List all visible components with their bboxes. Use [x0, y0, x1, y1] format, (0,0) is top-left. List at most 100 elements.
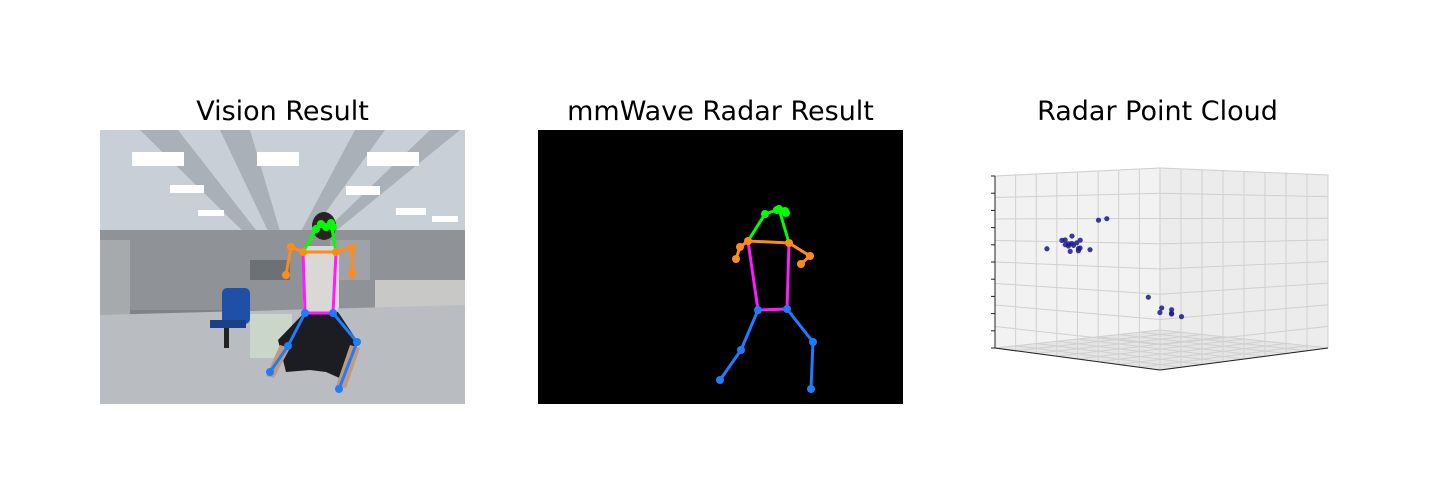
grid-lines — [994, 167, 1329, 371]
limb-shoulder_l-shoulder_r — [746, 239, 791, 245]
ceiling-light — [432, 216, 458, 222]
point-cloud-point — [1087, 247, 1093, 253]
joint-wrist_l — [732, 255, 740, 263]
ceiling-light — [132, 152, 184, 166]
person-shirt — [303, 246, 339, 312]
grid-line — [994, 304, 1161, 320]
axes — [991, 175, 1329, 371]
grid-line — [994, 283, 1161, 295]
joint-wrist_l — [282, 271, 290, 279]
point-cloud-point — [1104, 216, 1110, 222]
limb-hip_l-hip_r — [756, 307, 789, 312]
ceiling-beam — [220, 130, 285, 248]
ceiling-light — [346, 186, 380, 195]
point-cloud-point — [1145, 294, 1151, 300]
vision-result-title: Vision Result — [196, 96, 369, 127]
limb-shoulder_l-hip_l — [746, 239, 760, 312]
joint-ankle_r — [807, 385, 815, 393]
cabinet — [250, 260, 290, 280]
point-cloud-point — [1074, 240, 1080, 246]
limb-knee_l-ankle_l — [268, 344, 290, 374]
point-cloud-point — [1159, 305, 1165, 311]
limb-hip_l-knee_l — [286, 311, 307, 348]
limb-hip_r-knee_r — [331, 311, 359, 344]
point-cloud-point — [1095, 217, 1102, 223]
joint-wrist_r — [797, 260, 805, 268]
ceiling-light — [257, 152, 299, 166]
ceiling-light — [198, 210, 224, 216]
point-cloud-point — [1062, 242, 1068, 248]
limb-elbow_l-wrist_l — [284, 245, 293, 277]
limb-hip_l-knee_l — [739, 308, 760, 352]
grid-line — [1098, 336, 1266, 357]
joint-hip_l — [301, 309, 309, 317]
joint-hip_r — [783, 305, 791, 313]
grid-line — [1159, 325, 1329, 346]
radar-result-title: mmWave Radar Result — [567, 96, 874, 127]
ceiling-light — [396, 208, 426, 215]
x-axis — [994, 347, 1161, 371]
office-chair-seat — [210, 320, 246, 328]
radar-skeleton — [716, 205, 817, 393]
point-cloud-point — [1067, 248, 1073, 254]
desk — [375, 280, 465, 310]
joint-elbow_r — [348, 244, 356, 252]
limb-ear_l-shoulder_l — [301, 227, 318, 254]
grid-line — [1159, 282, 1329, 295]
joint-shoulder_r — [332, 248, 340, 256]
grid-line — [1139, 345, 1308, 368]
joint-elbow_r — [806, 252, 814, 260]
point-cloud-title: Radar Point Cloud — [1037, 96, 1278, 127]
point-cloud-points — [1044, 216, 1185, 320]
point-cloud-point — [1077, 245, 1083, 251]
grid-line — [1077, 338, 1245, 360]
limb-hip_r-knee_r — [785, 307, 815, 344]
joint-knee_r — [353, 338, 361, 346]
point-cloud-point — [1168, 310, 1175, 316]
point-cloud-point — [1157, 309, 1163, 316]
vision-result-image — [100, 130, 465, 404]
joint-shoulder_r — [785, 239, 793, 247]
joint-eye_l — [317, 220, 325, 228]
joint-wrist_r — [348, 270, 356, 278]
ceiling-light — [367, 152, 419, 166]
joint-shoulder_l — [744, 237, 752, 245]
limb-knee_l-ankle_l — [718, 348, 743, 382]
limb-shoulder_r-hip_r — [331, 250, 338, 315]
point-cloud-point — [1062, 237, 1068, 243]
grid-line — [1159, 329, 1329, 349]
limb-knee_r-ankle_r — [809, 340, 815, 391]
joint-hip_l — [754, 306, 762, 314]
grid-line — [994, 261, 1161, 270]
joint-eye_r — [782, 209, 790, 217]
vision-scene — [100, 130, 465, 404]
side-wall — [100, 240, 130, 320]
limb-knee_r-ankle_r — [337, 340, 359, 391]
grid-line — [994, 326, 1161, 346]
point-cloud-point — [1069, 233, 1075, 239]
office-chair-leg — [224, 328, 229, 348]
ceiling-beam — [307, 130, 460, 248]
joint-ear_l — [761, 210, 769, 218]
limb-ear_r-shoulder_r — [777, 207, 791, 245]
joint-hip_r — [329, 309, 337, 317]
radar-result-image — [538, 130, 903, 404]
joint-ear_r — [327, 219, 335, 227]
y-axis — [1159, 347, 1329, 371]
limb-shoulder_r-hip_r — [785, 241, 791, 311]
limb-ear_l-shoulder_l — [746, 212, 767, 243]
joint-knee_l — [737, 346, 745, 354]
joint-ankle_l — [266, 368, 274, 376]
vision-skeleton — [266, 219, 361, 393]
grid-line — [1159, 304, 1329, 320]
radar-point-cloud-plot — [991, 167, 1329, 371]
point-cloud-point — [1178, 314, 1185, 320]
grid-line — [1118, 334, 1287, 354]
joint-ear_r — [775, 205, 783, 213]
joint-shoulder_l — [299, 248, 307, 256]
joint-elbow_l — [287, 243, 295, 251]
grid-line — [1118, 343, 1287, 365]
joint-knee_r — [809, 338, 817, 346]
joint-ankle_r — [335, 385, 343, 393]
joint-ankle_l — [716, 376, 724, 384]
